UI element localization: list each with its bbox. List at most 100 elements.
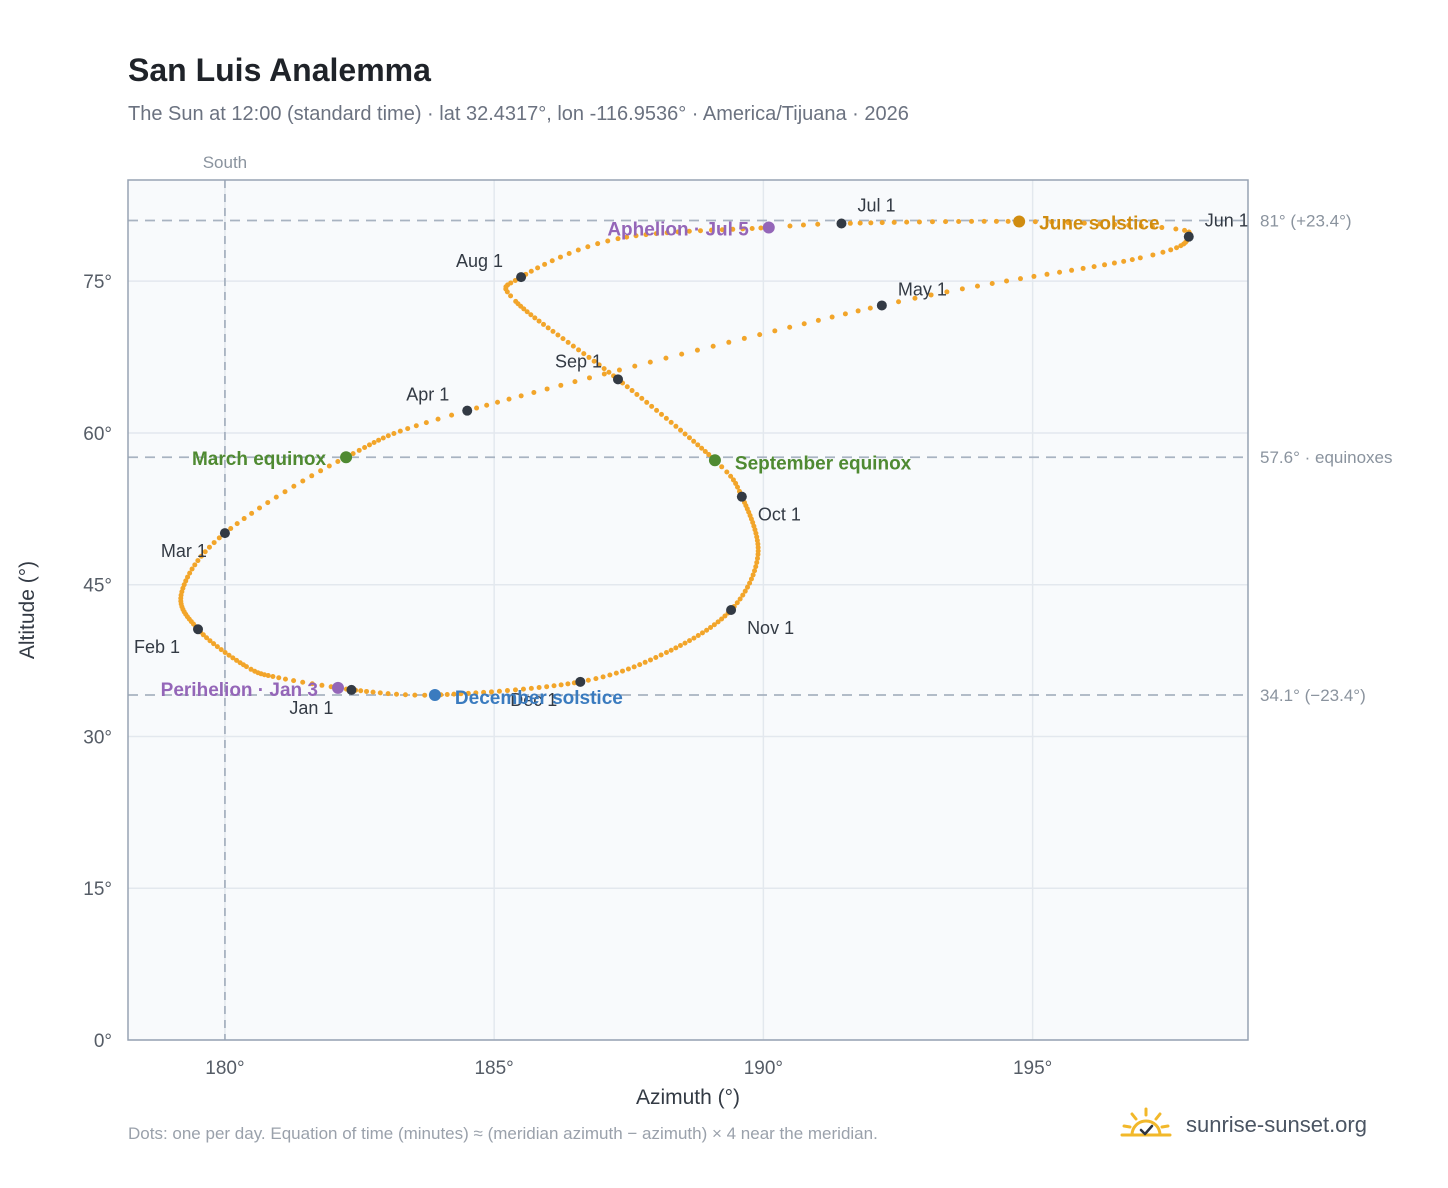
daily-sun-dot [699, 445, 705, 451]
daily-sun-dot [541, 321, 547, 327]
daily-sun-dot [1004, 278, 1010, 284]
daily-sun-dot [524, 309, 530, 315]
daily-sun-dot [632, 363, 638, 369]
event-marker-dot [1013, 215, 1026, 228]
daily-sun-dot [686, 228, 692, 234]
axis-ticks: 180° 185° 190° 195° 0° 15° 30° 45° 60° 75° [83, 272, 1052, 1079]
daily-sun-dot [706, 452, 712, 458]
daily-sun-dot [855, 308, 861, 314]
daily-sun-dot [929, 219, 935, 225]
daily-sun-dot [291, 483, 297, 489]
daily-sun-dot [273, 494, 279, 500]
daily-sun-dot [326, 463, 332, 469]
plot-area [128, 180, 1248, 1040]
daily-sun-dot [695, 442, 701, 448]
daily-sun-dot [631, 664, 637, 670]
daily-sun-dot [601, 366, 607, 372]
daily-sun-dot [801, 321, 807, 327]
daily-sun-dot [699, 630, 705, 636]
event-markers: March equinox September equinox June solst… [161, 213, 1160, 709]
daily-sun-dot [944, 289, 950, 295]
daily-sun-dot [710, 343, 716, 349]
month-marker-label: Nov 1 [747, 618, 794, 638]
sun-logo-icon [1120, 1107, 1172, 1137]
daily-sun-dot [535, 265, 541, 271]
month-marker-dot [876, 300, 887, 311]
daily-sun-dot [581, 351, 587, 357]
daily-sun-dot [211, 540, 217, 546]
daily-sun-dot [625, 666, 631, 672]
month-marker-label: Jul 1 [857, 196, 895, 216]
daily-sun-dot [891, 219, 897, 225]
event-marker-label: Perihelion · Jan 3 [161, 680, 318, 701]
month-marker-dot [219, 528, 230, 539]
daily-sun-dot [668, 647, 674, 653]
south-line-label: South [203, 153, 247, 172]
daily-sun-dot [358, 688, 364, 694]
daily-sun-dot [702, 448, 708, 454]
altitude-reference-label: 34.1° (−23.4°) [1260, 686, 1366, 705]
daily-sun-dot [740, 226, 746, 232]
daily-sun-dot [528, 312, 534, 318]
daily-sun-dot [1017, 276, 1023, 282]
daily-sun-dot [1102, 262, 1108, 268]
daily-sun-dot [444, 691, 450, 697]
daily-sun-dot [1137, 255, 1143, 261]
daily-sun-dot [309, 681, 315, 687]
daily-sun-dot [1081, 220, 1087, 226]
daily-sun-dot [508, 293, 514, 299]
month-marker-dot [836, 218, 847, 229]
plot-frame [127, 179, 1249, 1041]
daily-sun-dot [687, 638, 693, 644]
daily-sun-dot [558, 682, 564, 688]
y-tick-label: 0° [94, 1031, 112, 1052]
daily-sun-dot [458, 691, 464, 697]
brand-logo[interactable]: sunrise-sunset.org [1120, 1100, 1367, 1150]
daily-sun-dot [484, 402, 490, 408]
daily-sun-dot [800, 222, 806, 228]
daily-sun-dot [518, 393, 524, 399]
daily-sun-dot [787, 223, 793, 229]
daily-sun-dot [596, 362, 602, 368]
event-marker-label: June solstice [1039, 213, 1159, 234]
month-marker-dot [462, 405, 473, 416]
daily-sun-dot [282, 489, 288, 495]
daily-sun-dot [673, 423, 679, 429]
x-tick-label: 190° [744, 1058, 783, 1079]
brand-name[interactable]: sunrise-sunset.org [1186, 1112, 1367, 1137]
daily-sun-dot [682, 431, 688, 437]
daily-sun-dot [1173, 226, 1179, 232]
daily-sun-dot [1005, 218, 1011, 224]
daily-sun-dot [270, 674, 276, 680]
daily-sun-dot [376, 437, 382, 443]
month-marker-dot [193, 624, 203, 635]
daily-sun-dot [423, 420, 429, 426]
daily-sun-dot [572, 379, 578, 385]
daily-sun-dot [1032, 219, 1038, 225]
daily-sun-dot [772, 328, 778, 334]
daily-sun-dot [974, 283, 980, 289]
y-tick-label: 75° [83, 272, 112, 293]
x-tick-label: 180° [205, 1058, 244, 1079]
daily-sun-dot [654, 407, 660, 413]
daily-sun-dot [528, 268, 534, 274]
daily-sun-dot [740, 592, 746, 598]
daily-sun-dot [734, 600, 740, 606]
daily-sun-dot [385, 433, 391, 439]
daily-sun-dot [586, 354, 592, 360]
daily-sun-dot [412, 692, 418, 698]
daily-sun-dot [394, 691, 399, 697]
daily-sun-dot [380, 435, 386, 441]
daily-sun-dot [1080, 265, 1086, 271]
daily-sun-dot [615, 236, 621, 242]
daily-sun-dot [633, 233, 639, 239]
daily-sun-dot [658, 652, 664, 658]
month-marker-dot [736, 491, 747, 502]
daily-sun-dot [413, 423, 419, 429]
daily-sun-dot [542, 261, 548, 267]
daily-sun-dot [291, 678, 297, 684]
daily-sun-dot [749, 225, 755, 231]
month-marker-label: Dec 1 [510, 690, 557, 710]
daily-sun-dot [234, 657, 240, 663]
daily-sun-dot [745, 584, 751, 590]
